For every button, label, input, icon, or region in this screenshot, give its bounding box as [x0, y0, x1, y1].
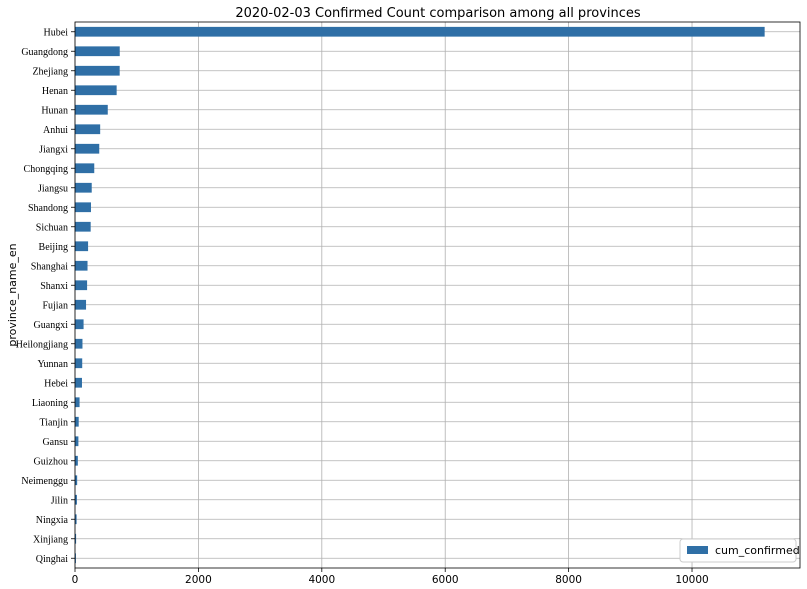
x-tick-label: 6000: [432, 574, 459, 586]
y-tick-label: Neimenggu: [21, 476, 68, 487]
bar-jiangxi: [75, 143, 100, 154]
bar-fujian: [75, 299, 87, 310]
y-tick-label: Jilin: [51, 495, 68, 506]
legend-label: cum_confirmed: [715, 544, 800, 557]
y-tick-label: Tianjin: [39, 417, 68, 428]
bars-group: [75, 26, 765, 564]
y-tick-label: Jiangsu: [38, 183, 68, 194]
bar-gansu: [75, 436, 79, 447]
y-tick-label: Guangxi: [34, 320, 69, 331]
legend-box: [679, 538, 797, 563]
bar-zhejiang: [75, 65, 120, 76]
y-tick-label: Yunnan: [37, 359, 68, 370]
bar-yunnan: [75, 358, 83, 369]
y-tick-label: Anhui: [43, 125, 68, 136]
bar-neimenggu: [75, 475, 78, 486]
bar-shanxi: [75, 280, 88, 291]
bar-hubei: [75, 26, 765, 37]
y-tick-label: Ningxia: [36, 515, 69, 526]
bar-liaoning: [75, 397, 80, 408]
chart-title: 2020-02-03 Confirmed Count comparison am…: [235, 6, 641, 21]
bar-tianjin: [75, 416, 79, 427]
y-tick-labels: Hubei Guangdong Zhejiang Henan Hunan Anhui Jia…: [16, 27, 75, 565]
bar-guangdong: [75, 46, 120, 57]
bar-jilin: [75, 494, 77, 505]
bar-qinghai: [75, 553, 76, 564]
x-tick-labels: 0 2000 4000 6000 8000 10000: [72, 568, 709, 586]
y-tick-label: Beijing: [39, 242, 68, 253]
bar-shanghai: [75, 260, 88, 271]
y-tick-label: Liaoning: [32, 398, 68, 409]
y-tick-label: Jiangxi: [39, 144, 68, 155]
grid-lines: [74, 22, 800, 568]
y-tick-label: Xinjiang: [33, 534, 68, 545]
y-tick-label: Hubei: [44, 27, 69, 38]
y-tick-label: Guangdong: [21, 47, 68, 58]
bar-jiangsu: [75, 182, 92, 193]
y-tick-label: Hunan: [41, 105, 68, 116]
x-tick-label: 4000: [308, 574, 335, 586]
bar-hebei: [75, 377, 82, 388]
bar-sichuan: [75, 221, 91, 232]
bar-henan: [75, 85, 117, 96]
bar-chongqing: [75, 163, 95, 174]
y-tick-label: Shanghai: [31, 261, 68, 272]
bar-ningxia: [75, 514, 77, 525]
x-tick-label: 10000: [675, 574, 708, 586]
x-tick-label: 8000: [555, 574, 582, 586]
x-tick-label: 2000: [185, 574, 212, 586]
y-tick-label: Shandong: [28, 203, 68, 214]
bar-beijing: [75, 241, 89, 252]
legend: cum_confirmed: [679, 538, 800, 563]
y-tick-label: Sichuan: [36, 222, 68, 233]
y-tick-label: Heilongjiang: [16, 339, 68, 350]
y-tick-label: Chongqing: [24, 164, 68, 175]
plot-frame: [74, 21, 801, 569]
y-tick-label: Shanxi: [40, 281, 68, 292]
bar-heilongjiang: [75, 338, 83, 349]
y-axis-label: province_name_en: [6, 243, 19, 346]
legend-swatch: [687, 546, 708, 554]
bar-guizhou: [75, 455, 78, 466]
y-tick-label: Hebei: [44, 378, 68, 389]
y-tick-label: Gansu: [42, 437, 68, 448]
y-tick-label: Fujian: [42, 300, 68, 311]
y-tick-label: Henan: [42, 86, 68, 97]
x-tick-label: 0: [72, 574, 79, 586]
bar-anhui: [75, 124, 101, 135]
bar-guangxi: [75, 319, 84, 330]
y-tick-label: Zhejiang: [32, 66, 68, 77]
bar-xinjiang: [75, 533, 77, 544]
bar-shandong: [75, 202, 91, 213]
y-tick-label: Guizhou: [34, 456, 68, 467]
bar-hunan: [75, 104, 108, 115]
y-tick-label: Qinghai: [36, 554, 68, 565]
